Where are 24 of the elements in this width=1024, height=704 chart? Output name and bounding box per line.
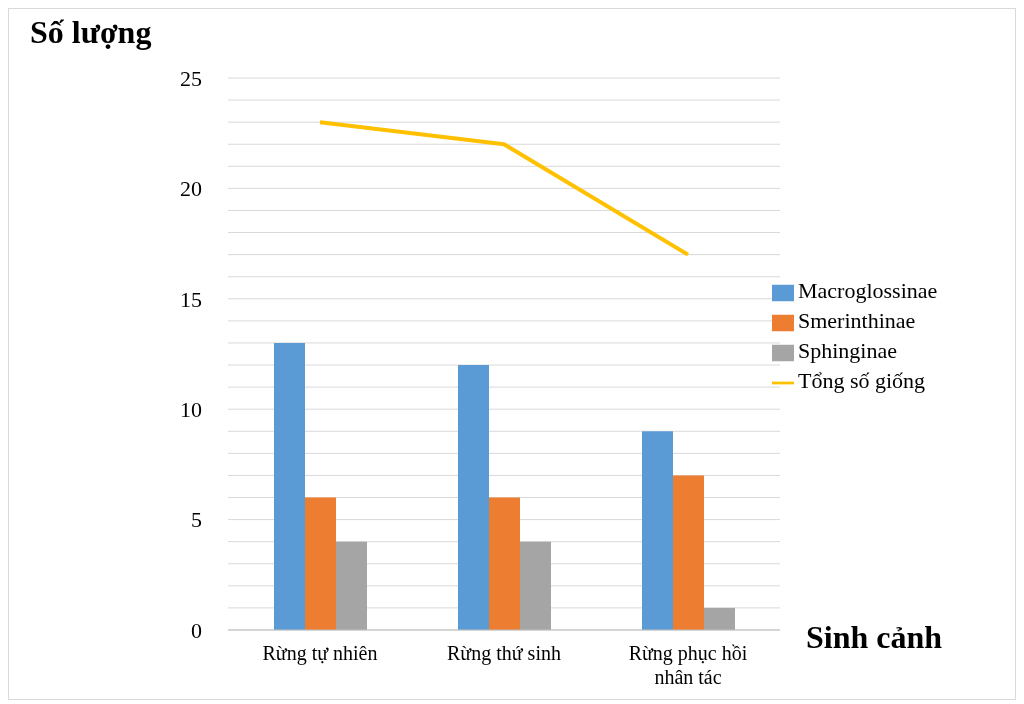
- y-tick-label: 15: [180, 286, 202, 312]
- y-tick-label: 25: [180, 65, 202, 91]
- bar: [274, 342, 305, 630]
- bar: [458, 365, 489, 630]
- legend-label: Smerinthinae: [798, 308, 916, 333]
- x-axis-title: Sinh cảnh: [806, 619, 943, 655]
- y-tick-label: 10: [180, 397, 202, 423]
- bar: [305, 497, 336, 630]
- bar: [673, 475, 704, 630]
- y-tick-label: 20: [180, 176, 202, 202]
- y-tick-label: 5: [191, 507, 202, 533]
- bar: [520, 541, 551, 630]
- x-tick-label: Rừng phục hồi nhân tác: [628, 642, 748, 688]
- legend-label: Macroglossinae: [798, 278, 938, 303]
- y-axis-title: Số lượng: [30, 14, 152, 51]
- bar: [704, 607, 735, 630]
- legend-label: Sphinginae: [798, 338, 897, 363]
- bar: [642, 431, 673, 630]
- x-tick-label: Rừng tự nhiên: [262, 642, 378, 665]
- y-tick-label: 0: [191, 617, 202, 643]
- bar: [489, 497, 520, 630]
- x-tick-label: Rừng thứ sinh: [447, 642, 561, 665]
- legend-label: Tổng số giống: [798, 368, 926, 393]
- bar: [336, 541, 367, 630]
